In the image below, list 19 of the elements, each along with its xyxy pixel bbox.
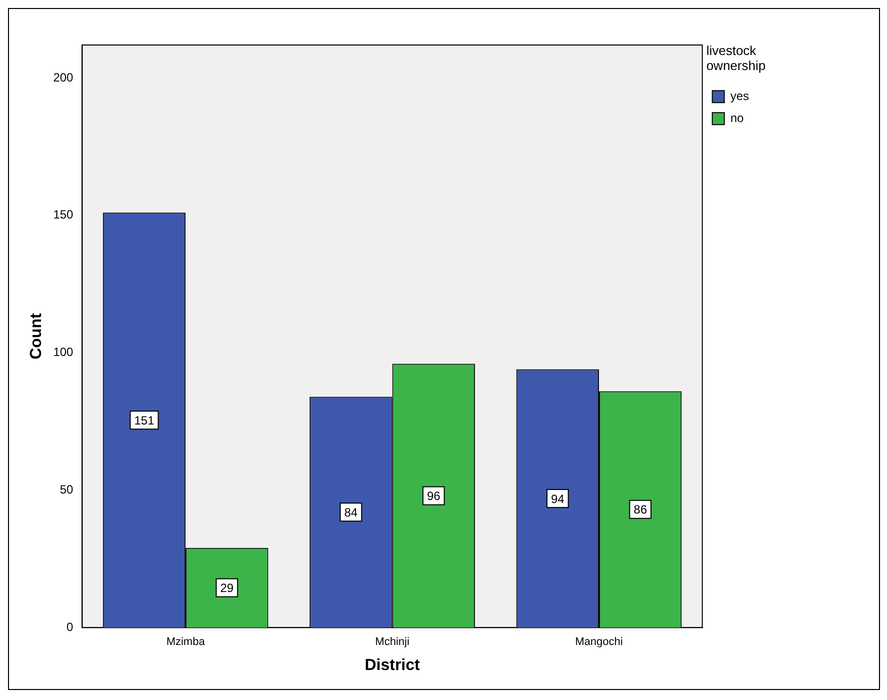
x-tick-label: Mchinji (375, 636, 410, 648)
y-tick-label: 50 (60, 482, 74, 497)
y-tick-label: 100 (53, 345, 74, 360)
x-axis-title: District (364, 656, 421, 674)
data-label: 84 (344, 505, 358, 520)
y-tick-label: 150 (53, 208, 74, 222)
y-tick-label: 0 (66, 620, 74, 634)
legend-label: yes (730, 88, 750, 103)
x-tick-label: Mangochi (575, 636, 623, 648)
legend-label: no (730, 110, 744, 125)
x-tick-label: Mzimba (166, 636, 206, 648)
data-label: 29 (220, 581, 234, 596)
data-label: 86 (634, 502, 648, 517)
data-label: 94 (550, 492, 565, 506)
y-tick-label: 200 (53, 70, 74, 84)
data-label: 151 (134, 413, 155, 428)
legend-title: livestock ownership (706, 43, 766, 74)
y-axis-title: Count (28, 312, 46, 360)
data-label: 96 (426, 489, 441, 504)
